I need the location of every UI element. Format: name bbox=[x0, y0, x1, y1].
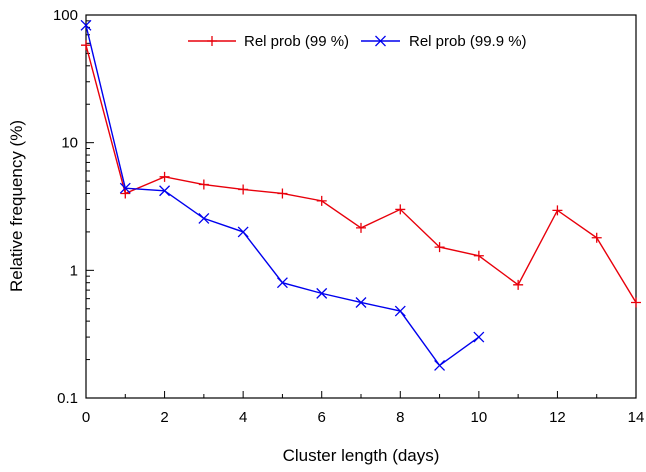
x-tick-label: 4 bbox=[239, 409, 247, 426]
x-tick-label: 10 bbox=[471, 409, 488, 426]
data-point bbox=[434, 242, 445, 253]
series-layer bbox=[80, 19, 641, 371]
data-point bbox=[276, 277, 288, 289]
x-tick-label: 2 bbox=[160, 409, 168, 426]
y-axis: 0.1 1 10 100 bbox=[53, 7, 94, 407]
legend-item: Rel prob (99.9 %) bbox=[361, 33, 527, 50]
data-point bbox=[120, 188, 131, 199]
x-tick-label: 8 bbox=[396, 409, 404, 426]
plot-frame bbox=[85, 14, 637, 399]
series-1 bbox=[80, 19, 485, 371]
data-point bbox=[355, 297, 367, 308]
data-point bbox=[81, 40, 91, 51]
data-point bbox=[394, 305, 406, 317]
y-axis-title: Relative frequency (%) bbox=[7, 120, 26, 292]
x-tick-label: 12 bbox=[549, 409, 566, 426]
data-point bbox=[631, 297, 641, 308]
data-point bbox=[375, 35, 386, 47]
data-point bbox=[80, 19, 92, 31]
series-line bbox=[85, 45, 637, 303]
y-tick-label: 10 bbox=[61, 135, 78, 152]
x-tick-label: 14 bbox=[628, 409, 645, 426]
x-tick-label: 6 bbox=[318, 409, 326, 426]
data-point bbox=[277, 188, 288, 199]
x-axis: 0 2 4 6 8 10 12 14 bbox=[82, 391, 645, 426]
data-point bbox=[198, 179, 209, 190]
data-point bbox=[434, 359, 446, 371]
legend-item: Rel prob (99 %) bbox=[188, 33, 349, 50]
legend: Rel prob (99 %) Rel prob (99.9 %) bbox=[188, 33, 527, 50]
y-tick-label: 0.1 bbox=[57, 390, 78, 407]
data-point bbox=[237, 226, 249, 238]
data-point bbox=[207, 36, 217, 46]
x-axis-title: Cluster length (days) bbox=[283, 446, 440, 465]
data-point bbox=[316, 195, 327, 206]
data-point bbox=[473, 250, 484, 261]
data-point bbox=[473, 331, 485, 343]
y-tick-label: 100 bbox=[53, 7, 78, 24]
data-point bbox=[159, 185, 171, 197]
data-point bbox=[238, 184, 249, 195]
x-tick-label: 0 bbox=[82, 409, 90, 426]
data-point bbox=[513, 279, 524, 290]
data-point bbox=[395, 204, 406, 215]
data-point bbox=[198, 212, 210, 224]
data-point bbox=[119, 182, 131, 194]
data-point bbox=[159, 171, 170, 182]
legend-label: Rel prob (99.9 %) bbox=[409, 33, 527, 50]
data-point bbox=[552, 205, 563, 216]
legend-label: Rel prob (99 %) bbox=[244, 33, 349, 50]
y-tick-label: 1 bbox=[70, 262, 78, 279]
data-point bbox=[316, 287, 328, 299]
series-0 bbox=[81, 40, 641, 308]
data-point bbox=[591, 232, 602, 243]
data-point bbox=[356, 222, 366, 233]
